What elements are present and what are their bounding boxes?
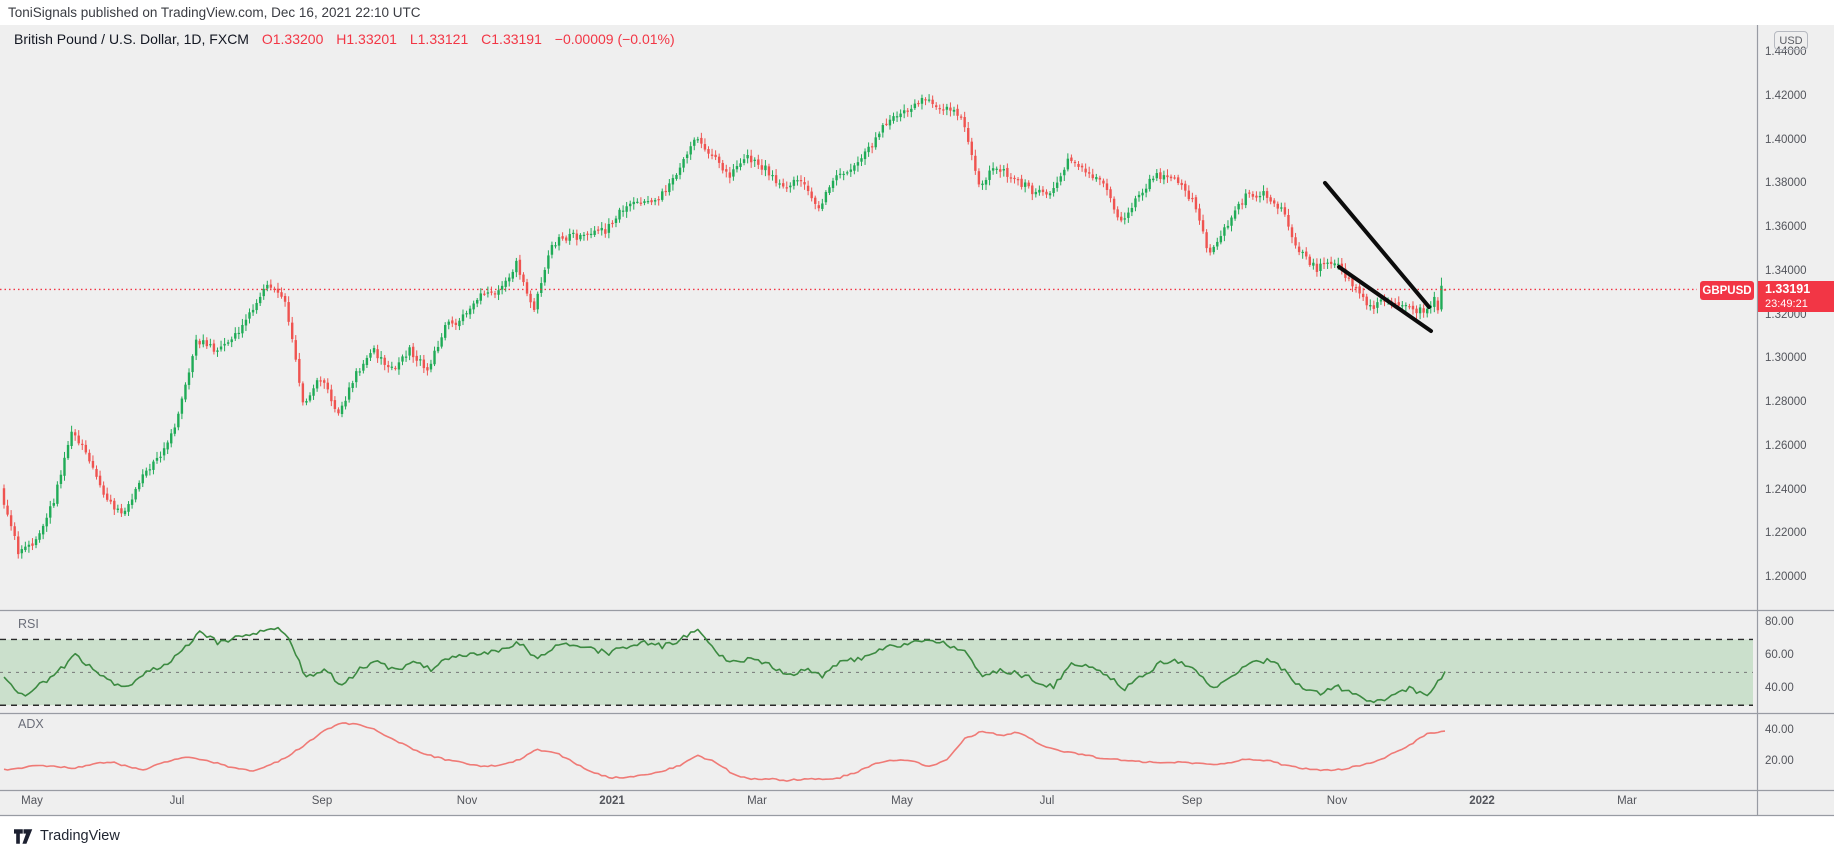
ohlc-close: C1.33191 — [481, 31, 542, 47]
adx-pane-label: ADX — [18, 717, 44, 731]
price-axis-label: 1.34000 — [1765, 264, 1807, 277]
adx-axis-label: 20.00 — [1765, 755, 1794, 767]
time-axis-label: 2022 — [1469, 795, 1495, 807]
ohlc-low: L1.33121 — [409, 31, 469, 47]
rsi-pane-label: RSI — [18, 617, 39, 631]
price-axis-label: 1.36000 — [1765, 221, 1807, 233]
currency-usd-button[interactable]: USD — [1774, 31, 1808, 50]
price-axis-label: 1.30000 — [1765, 352, 1807, 365]
price-axis-label: 1.42000 — [1765, 89, 1807, 102]
price-axis-label: 1.22000 — [1765, 527, 1807, 540]
last-price-value: 1.33191 — [1765, 282, 1811, 296]
time-axis-label: Nov — [1326, 795, 1348, 807]
price-axis-label: 1.24000 — [1765, 483, 1807, 496]
symbol-title: British Pound / U.S. Dollar, 1D, FXCM — [14, 31, 249, 47]
price-axis-label: 1.28000 — [1765, 396, 1807, 408]
time-axis-label: May — [21, 795, 43, 807]
rsi-axis-label: 80.00 — [1765, 616, 1794, 628]
price-axis-label: 1.38000 — [1765, 177, 1807, 190]
time-axis-label: Jul — [169, 795, 185, 807]
rsi-axis-label: 40.00 — [1765, 681, 1794, 694]
bar-countdown: 23:49:21 — [1765, 298, 1808, 310]
time-axis-label: Nov — [456, 795, 478, 807]
time-axis-label: Mar — [1617, 795, 1637, 807]
last-price-label: 1.33191 23:49:21 — [1758, 281, 1834, 312]
tradingview-logo-icon — [14, 828, 33, 844]
time-axis-label: 2021 — [599, 795, 625, 807]
price-axis-label: 1.20000 — [1765, 571, 1807, 583]
time-axis-label: May — [891, 795, 913, 807]
time-axis-label: Jul — [1039, 795, 1055, 807]
symbol-price-tag: GBPUSD — [1700, 281, 1754, 300]
rsi-axis-label: 60.00 — [1765, 648, 1794, 661]
publish-header: ToniSignals published on TradingView.com… — [8, 5, 421, 20]
price-change: −0.00009 (−0.01%) — [554, 31, 675, 47]
tradingview-footer[interactable]: TradingView — [14, 828, 120, 844]
time-axis-label: Sep — [311, 795, 333, 807]
time-axis-label: Sep — [1181, 795, 1203, 807]
price-axis-label: 1.26000 — [1765, 439, 1807, 452]
time-axis-label: Mar — [747, 795, 767, 807]
ohlc-high: H1.33201 — [336, 31, 397, 47]
ohlc-open: O1.33200 — [261, 31, 324, 47]
price-axis-label: 1.40000 — [1765, 133, 1807, 146]
tradingview-logo-text: TradingView — [40, 828, 120, 844]
adx-axis-label: 40.00 — [1765, 724, 1794, 736]
chart-legend[interactable]: British Pound / U.S. Dollar, 1D, FXCM O1… — [14, 31, 684, 47]
